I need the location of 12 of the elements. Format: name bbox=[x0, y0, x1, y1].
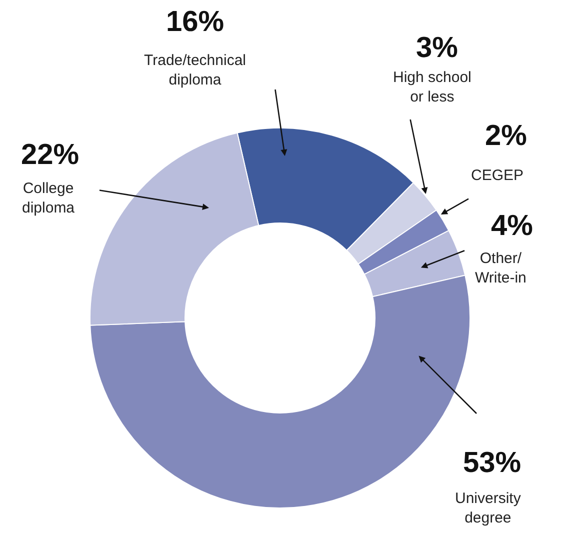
data-label: 53% bbox=[463, 447, 522, 479]
slice-label: University degree bbox=[455, 490, 522, 526]
data-label: 3% bbox=[416, 32, 458, 64]
slice-label: Other/ Write-in bbox=[475, 250, 526, 286]
slice-label: High school or less bbox=[393, 69, 472, 106]
data-label: 16% bbox=[166, 6, 224, 38]
slice-label: CEGEP bbox=[471, 167, 524, 184]
slice-label: Trade/technical diploma bbox=[144, 52, 246, 88]
data-label: 4% bbox=[491, 210, 534, 242]
data-label: 2% bbox=[485, 120, 528, 152]
data-label: 22% bbox=[21, 139, 80, 171]
slice-label: College diploma bbox=[22, 180, 76, 216]
